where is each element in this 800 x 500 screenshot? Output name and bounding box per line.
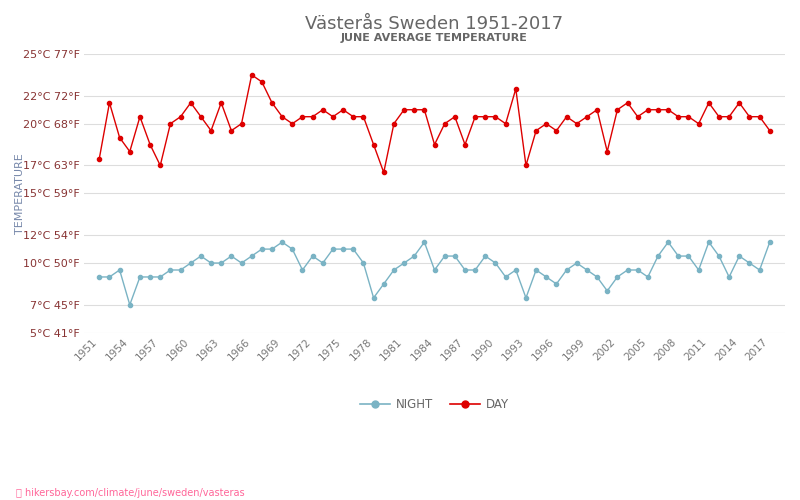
Legend: NIGHT, DAY: NIGHT, DAY (355, 394, 514, 416)
Y-axis label: TEMPERATURE: TEMPERATURE (15, 153, 25, 234)
Title: Västerås Sweden 1951-2017: Västerås Sweden 1951-2017 (306, 15, 563, 33)
Text: JUNE AVERAGE TEMPERATURE: JUNE AVERAGE TEMPERATURE (341, 33, 528, 43)
Text: 📍 hikersbay.com/climate/june/sweden/vasteras: 📍 hikersbay.com/climate/june/sweden/vast… (16, 488, 245, 498)
